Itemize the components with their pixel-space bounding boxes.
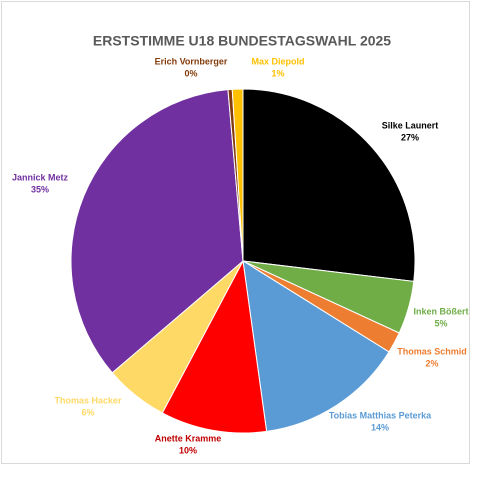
- slice-label: Anette Kramme: [155, 433, 222, 443]
- pie-slice: [231, 88, 244, 262]
- pie-slice: [242, 88, 416, 282]
- slice-label: Erich Vornberger: [155, 56, 228, 66]
- slice-label: Max Diepold: [251, 56, 304, 66]
- slice-value-label: 10%: [179, 445, 197, 455]
- slice-label: Tobias Matthias Peterka: [329, 410, 432, 420]
- pie-slice: [161, 259, 268, 434]
- slice-value-label: 5%: [434, 318, 447, 328]
- chart-title: ERSTSTIMME U18 BUNDESTAGSWAHL 2025: [93, 33, 391, 49]
- slice-value-label: 2%: [425, 358, 438, 368]
- slice-value-label: 14%: [371, 422, 389, 432]
- slice-label: Thomas Schmid: [397, 346, 467, 356]
- slice-value-label: 35%: [31, 184, 49, 194]
- slice-label: Silke Launert: [382, 120, 439, 130]
- slice-value-label: 6%: [81, 407, 94, 417]
- slice-value-label: 27%: [401, 132, 419, 142]
- slice-value-label: 0%: [184, 68, 197, 78]
- slice-label: Jannick Metz: [12, 172, 69, 182]
- pie-slice: [70, 89, 244, 374]
- pie-slice: [242, 260, 390, 432]
- slice-label: Inken Bößert: [413, 306, 468, 316]
- slice-value-label: 1%: [271, 68, 284, 78]
- slice-label: Thomas Hacker: [54, 395, 122, 405]
